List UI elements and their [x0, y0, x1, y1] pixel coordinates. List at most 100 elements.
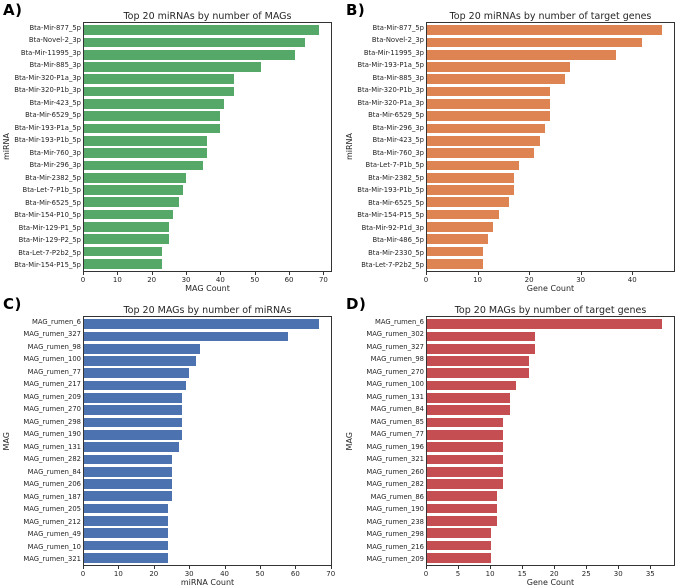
bar-row	[427, 36, 674, 48]
bar-row	[427, 184, 674, 196]
bar-row	[84, 245, 331, 257]
x-tick-mark	[295, 566, 297, 569]
bar-row	[84, 85, 331, 97]
bar	[84, 209, 173, 220]
bar	[427, 417, 504, 428]
bar-row	[84, 379, 331, 391]
bar-row	[84, 404, 331, 416]
category-label: Bta-Mir-193-P1a_5p	[14, 123, 81, 132]
category-label: Bta-Mir-2382_5p	[368, 173, 424, 182]
bar	[84, 25, 320, 35]
bar	[84, 197, 180, 208]
bar	[427, 516, 497, 526]
category-label: Bta-Mir-885_3p	[29, 61, 81, 70]
category-label: MAG_rumen_187	[23, 492, 81, 501]
x-tick-mark	[117, 272, 119, 275]
bar-row	[427, 208, 674, 220]
category-label: Bta-Let-7-P2b2_5p	[18, 248, 81, 257]
bar-row	[427, 392, 674, 404]
bar-row	[84, 318, 331, 330]
bar-row	[427, 367, 674, 379]
bar	[427, 380, 516, 391]
x-tick-label: 50	[250, 276, 260, 284]
bar-row	[427, 355, 674, 367]
category-label: MAG_rumen_209	[366, 555, 424, 564]
y-axis-label: MAG	[2, 431, 11, 451]
bar	[84, 368, 190, 379]
bar-row	[84, 539, 331, 551]
bar	[427, 111, 550, 122]
bar	[84, 417, 183, 428]
category-label: MAG_rumen_260	[366, 467, 424, 476]
category-label: Bta-Mir-129-P1_5p	[18, 223, 81, 232]
bar	[84, 86, 234, 97]
category-label: MAG_rumen_209	[23, 392, 81, 401]
category-label: Bta-Mir-320-P1b_3p	[357, 86, 424, 95]
bar-row	[427, 24, 674, 36]
category-label: Bta-Mir-193-P1b_5p	[357, 186, 424, 195]
category-label: MAG_rumen_327	[366, 342, 424, 351]
bar-row	[84, 355, 331, 367]
x-tick-mark	[490, 566, 492, 569]
category-label: Bta-Mir-486_5p	[372, 236, 424, 245]
y-axis-label: MAG	[345, 431, 354, 451]
x-tick-mark	[426, 272, 427, 275]
bar-row	[427, 245, 674, 257]
bar-row	[427, 343, 674, 355]
bar-row	[427, 122, 674, 134]
bar	[84, 380, 186, 391]
bar-row	[84, 110, 331, 122]
bar	[427, 234, 489, 245]
x-tick-label: 60	[284, 276, 294, 284]
bar	[427, 540, 491, 551]
bar	[84, 442, 179, 452]
category-label: Bta-Mir-877_5p	[29, 23, 81, 32]
x-tick-mark	[529, 272, 531, 275]
x-tick-mark	[83, 566, 84, 569]
category-label: MAG_rumen_6	[32, 317, 81, 326]
bar-row	[427, 147, 674, 159]
bar-row	[427, 404, 674, 416]
bar	[427, 172, 514, 183]
category-label: MAG_rumen_85	[370, 417, 424, 426]
bar	[84, 405, 183, 416]
bar	[427, 86, 550, 97]
bar-row	[84, 343, 331, 355]
bar	[84, 246, 163, 257]
category-label: Bta-Mir-92-P1d_3p	[361, 223, 424, 232]
x-tick-mark	[632, 272, 634, 275]
category-label: Bta-Mir-877_5p	[372, 23, 424, 32]
bar	[427, 49, 617, 60]
chart-title: Top 20 miRNAs by number of target genes	[449, 11, 652, 22]
bar-row	[427, 466, 674, 478]
y-axis-label: miRNA	[2, 133, 11, 161]
bar	[84, 528, 169, 539]
bar	[427, 160, 520, 171]
category-label: MAG_rumen_270	[23, 405, 81, 414]
bar	[427, 123, 545, 134]
category-label: MAG_rumen_100	[23, 355, 81, 364]
bar	[427, 99, 550, 109]
x-tick-label: 20	[147, 276, 157, 284]
bar	[427, 466, 504, 477]
category-label: Bta-Mir-2330_5p	[368, 248, 424, 257]
x-tick-mark	[580, 272, 582, 275]
bar	[84, 74, 234, 85]
bar	[427, 222, 494, 232]
bar-row	[84, 552, 331, 564]
bar-row	[84, 429, 331, 441]
panel-letter-b: B)	[346, 1, 366, 19]
bar	[427, 503, 497, 514]
bar-row	[84, 478, 331, 490]
bar	[84, 491, 172, 502]
bar	[84, 516, 169, 526]
bar-row	[84, 172, 331, 184]
x-axis-ticks: 0 5 10 15 20 25 30 35	[424, 566, 675, 580]
bar	[84, 123, 221, 134]
category-label: Bta-Mir-154-P10_5p	[14, 211, 81, 220]
bar	[84, 393, 183, 403]
x-tick-mark	[220, 272, 222, 275]
category-label: MAG_rumen_282	[23, 455, 81, 464]
category-label: MAG_rumen_98	[27, 342, 81, 351]
x-tick-label: 0	[80, 570, 86, 578]
